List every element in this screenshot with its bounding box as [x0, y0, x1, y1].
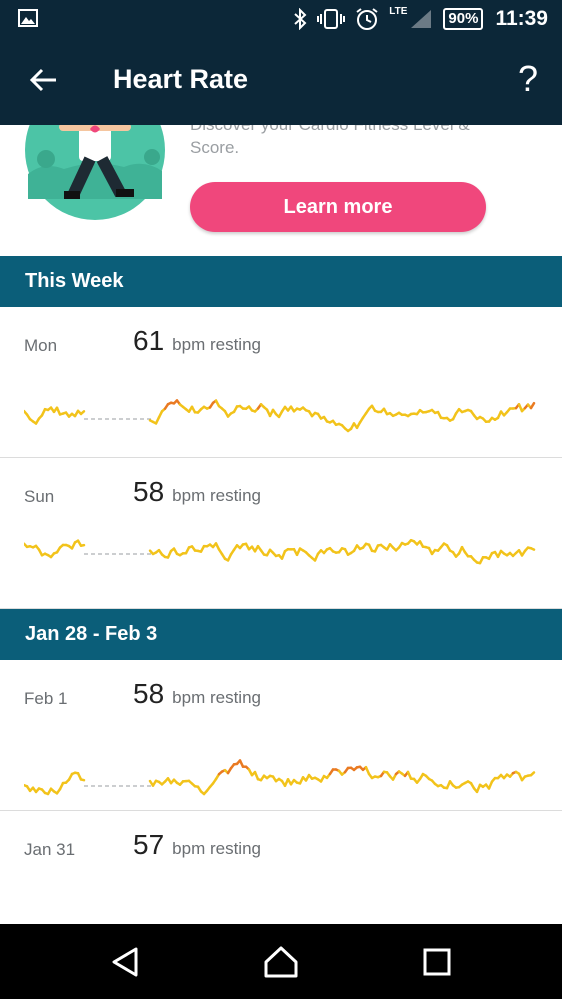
image-icon: [18, 9, 38, 27]
heart-rate-sparkline: [24, 538, 536, 565]
learn-more-button[interactable]: Learn more: [190, 182, 486, 232]
bpm-value: 58: [133, 476, 165, 507]
bpm-unit: bpm resting: [172, 839, 261, 858]
resting-bpm: 58 bpm resting: [133, 678, 261, 710]
day-label: Sun: [24, 487, 55, 506]
nav-recents-icon[interactable]: [419, 944, 455, 980]
sparkline-segment: [529, 401, 536, 410]
nav-back-icon[interactable]: [108, 944, 144, 980]
day-label: Feb 1: [24, 689, 68, 708]
sparkline-segment: [253, 770, 260, 781]
resting-bpm: 57 bpm resting: [133, 829, 261, 861]
help-icon[interactable]: ?: [517, 58, 538, 99]
sparkline-segment: [487, 780, 494, 790]
resting-bpm: 61 bpm resting: [133, 325, 261, 357]
section-header-this-week: This Week: [0, 256, 562, 307]
promo-description: Discover your Cardio Fitness Level & Sco…: [190, 125, 470, 157]
day-label: Jan 31: [24, 840, 76, 859]
nav-home-icon[interactable]: [263, 944, 299, 980]
day-card-sun[interactable]: Sun 58 bpm resting: [0, 458, 562, 609]
content-scroll[interactable]: Discover your Cardio Fitness Level & Sco…: [0, 125, 562, 924]
sparkline-segment: [280, 549, 287, 560]
sparkline-segment: [79, 543, 86, 547]
bpm-unit: bpm resting: [172, 688, 261, 707]
bluetooth-icon: [294, 8, 307, 30]
clock: 11:39: [495, 7, 548, 30]
sparkline-segment: [529, 771, 536, 777]
bpm-value: 58: [133, 678, 165, 709]
system-nav-bar: [0, 924, 562, 999]
sparkline-segment: [529, 546, 536, 551]
day-card-feb1[interactable]: Feb 1 58 bpm resting: [0, 660, 562, 811]
bpm-unit: bpm resting: [172, 486, 261, 505]
signal-icon: [411, 10, 432, 28]
back-arrow-icon[interactable]: [26, 62, 62, 98]
bpm-unit: bpm resting: [172, 335, 261, 354]
sparkline-segment: [79, 410, 86, 416]
heart-rate-sparkline: [24, 399, 536, 433]
sparkline-segment: [475, 783, 482, 794]
network-type-label: LTE: [389, 5, 408, 17]
resting-bpm: 58 bpm resting: [133, 476, 261, 508]
bpm-value: 61: [133, 325, 165, 356]
day-card-jan31[interactable]: Jan 31 57 bpm resting: [0, 811, 562, 924]
cardio-fitness-promo: Discover your Cardio Fitness Level & Sco…: [0, 125, 562, 256]
heart-rate-sparkline: [24, 759, 536, 796]
day-label: Mon: [24, 336, 58, 355]
app-bar: Heart Rate ?: [0, 38, 562, 125]
page-title: Heart Rate: [113, 64, 249, 94]
heart-rate-sparkline: [24, 871, 536, 924]
bpm-value: 57: [133, 829, 165, 860]
runner-illustration-icon: [25, 125, 165, 220]
alarm-icon: [356, 8, 378, 30]
day-card-mon[interactable]: Mon 61 bpm resting: [0, 307, 562, 458]
vibrate-icon: [317, 9, 346, 29]
status-bar: LTE 90% 11:39: [0, 0, 562, 38]
section-header-jan28-feb3: Jan 28 - Feb 3: [0, 609, 562, 660]
sparkline-segment: [79, 778, 86, 782]
battery-indicator: 90%: [443, 8, 484, 30]
